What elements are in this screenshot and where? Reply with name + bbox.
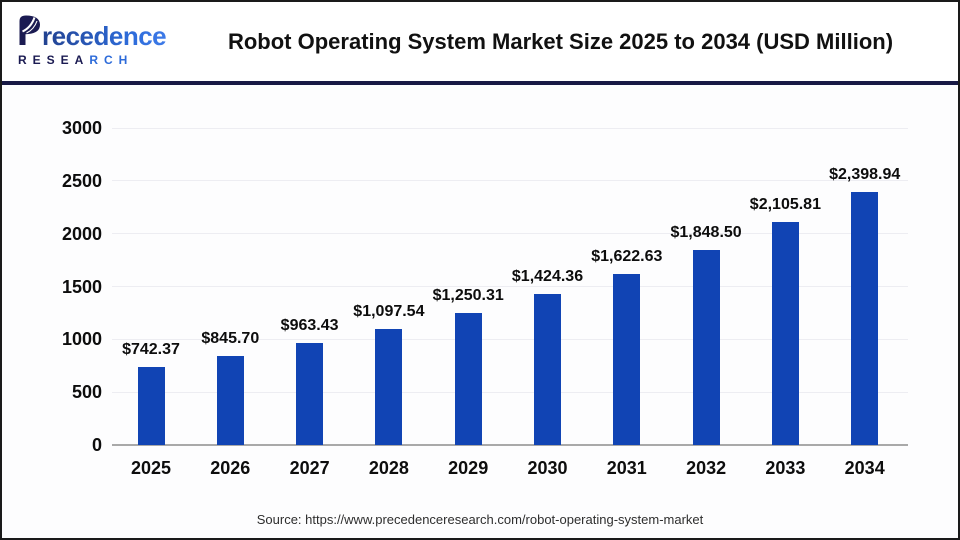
y-axis-tick-label: 0 xyxy=(91,435,102,455)
value-label-2033: $2,105.81 xyxy=(749,196,821,214)
value-label-2032: $1,848.50 xyxy=(670,223,742,241)
bar-2033 xyxy=(771,222,799,445)
gridline xyxy=(112,233,908,235)
bar-2027 xyxy=(296,343,324,445)
x-axis-tick-label: 2032 xyxy=(686,458,727,478)
y-axis-tick-label: 1000 xyxy=(61,329,102,350)
x-axis-tick-label: 2031 xyxy=(606,458,647,478)
bar-chart: 0 500 1000 1500 2000 2500 3000 $742.37 2025 $845.… xyxy=(2,87,958,538)
bar-2031 xyxy=(613,273,641,445)
header: recedence RESEARCH Robot Operating Syste… xyxy=(2,2,958,81)
logo-word-rest: recedence xyxy=(42,20,167,51)
value-label-2034: $2,398.94 xyxy=(829,165,901,183)
x-axis-tick-label: 2027 xyxy=(289,458,330,478)
x-axis-line xyxy=(112,444,908,446)
chart-title: Robot Operating System Market Size 2025 … xyxy=(227,28,894,54)
x-axis-tick-label: 2029 xyxy=(448,458,489,478)
value-label-2029: $1,250.31 xyxy=(432,286,504,304)
header-divider xyxy=(2,81,958,85)
logo-research-dark: RESEA xyxy=(18,52,90,67)
x-axis-tick-label: 2033 xyxy=(765,458,806,478)
gridline xyxy=(112,180,908,182)
precedence-research-logo: recedence RESEARCH xyxy=(2,14,177,67)
gridline xyxy=(112,338,908,340)
gridline xyxy=(112,286,908,287)
y-axis-tick-label: 3000 xyxy=(61,118,102,138)
logo-wordmark: recedence xyxy=(18,14,177,51)
logo-research-blue: RCH xyxy=(89,52,134,67)
y-axis-tick-label: 500 xyxy=(71,382,102,403)
bar-2028 xyxy=(375,329,403,445)
x-axis-tick-label: 2026 xyxy=(210,458,251,478)
x-axis-tick-label: 2030 xyxy=(527,458,568,478)
x-axis-tick-label: 2034 xyxy=(844,458,885,478)
source-attribution: Source: https://www.precedenceresearch.c… xyxy=(256,512,704,527)
bar-2032 xyxy=(692,249,720,445)
x-axis-tick-label: 2025 xyxy=(130,458,172,478)
bar-2030 xyxy=(534,294,561,445)
gridline xyxy=(112,391,908,393)
x-axis-tick-label: 2028 xyxy=(368,458,409,478)
value-label-2030: $1,424.36 xyxy=(511,268,584,286)
bar-2034 xyxy=(851,191,879,445)
title-wrap: Robot Operating System Market Size 2025 … xyxy=(177,29,958,55)
logo-research-line: RESEARCH xyxy=(18,53,177,67)
value-label-2025: $742.37 xyxy=(122,340,180,358)
y-axis-tick-label: 1500 xyxy=(61,276,102,297)
gridline xyxy=(112,127,908,129)
y-axis-tick-label: 2500 xyxy=(61,170,102,191)
value-label-2028: $1,097.54 xyxy=(353,303,425,321)
logo-leaf-p-icon xyxy=(18,14,41,51)
bar-2026 xyxy=(216,355,244,445)
value-label-2026: $845.70 xyxy=(201,329,260,347)
bar-2029 xyxy=(454,312,482,445)
bar-2025 xyxy=(137,366,165,445)
y-axis-tick-label: 2000 xyxy=(61,223,102,244)
value-label-2027: $963.43 xyxy=(280,317,339,335)
value-label-2031: $1,622.63 xyxy=(591,247,663,265)
